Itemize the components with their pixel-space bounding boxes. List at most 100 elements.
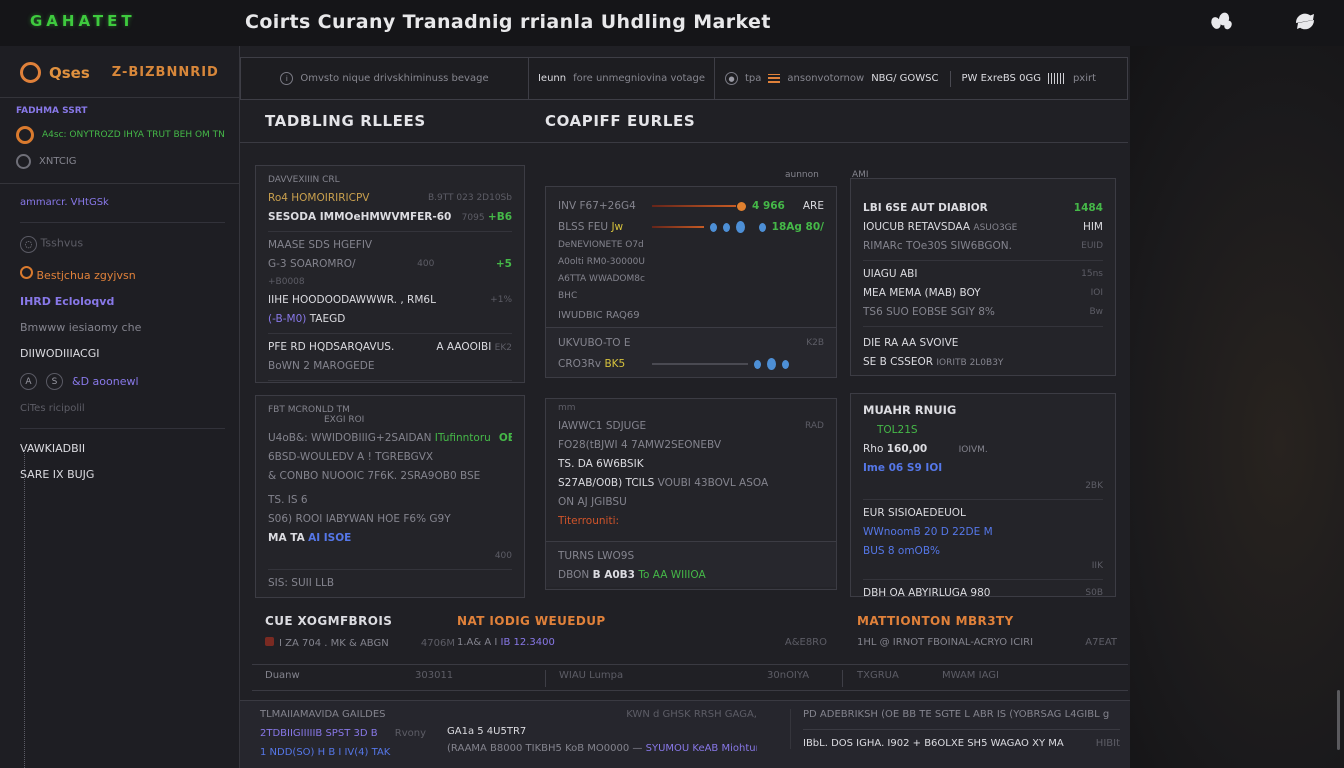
card6-link-2[interactable]: BUS 8 omOB%: [863, 545, 941, 557]
sync-icon[interactable]: [1292, 10, 1318, 32]
card6-link-1[interactable]: WWnoomB 20 D 22DE M: [863, 526, 993, 538]
card3-r2-value: HIM: [1082, 221, 1103, 233]
sidebar-nav: ammarcr. VHtGSk ◌ Tsshvus Bestjchua zgyj…: [0, 197, 239, 481]
sidebar-link-sare[interactable]: SARE IX BUJG: [20, 468, 95, 481]
slider2-dot[interactable]: [735, 221, 745, 233]
card1-r8-value: A AAOOIBI: [436, 341, 492, 353]
toolbar-pxirt-label: pxirt: [1072, 73, 1097, 84]
summary2-title: NAT IODIG WEUEDUP: [457, 614, 606, 628]
divider: [545, 670, 546, 687]
slider2-dot[interactable]: [758, 222, 766, 232]
account-secondary-text: XNTCIG: [39, 156, 77, 167]
limits-card: LBI 6SE AUT DIABIOR 1484 IOUCUB RETAVSDAA…: [850, 178, 1116, 376]
sidebar-item-ihrd[interactable]: IHRD Ecloloqvd: [20, 295, 115, 308]
globe-icon: ◌: [20, 236, 37, 253]
summary3-title: MATTIONTON MBR3TY: [857, 614, 1014, 628]
card5-r1-value: RAD: [805, 421, 824, 431]
section-title-trading: TADBLING RLLEES: [265, 112, 426, 130]
card1-r2-sub: 7095: [461, 213, 485, 223]
card4-r1-label: U4oB&: WWIDOBIIIG+2SAIDAN ITufinntoru: [268, 432, 491, 444]
footer1-link[interactable]: 2TDBIIGIIIIIB SPST 3D B: [260, 728, 378, 739]
account-primary-row[interactable]: A4sc: ONYTROZD IHYA TRUT BEH OM TNTE: [16, 126, 225, 144]
card3-r5-label: MEA MEMA (MAB) BOY: [863, 287, 981, 299]
divider: [20, 222, 225, 223]
target-icon: [20, 266, 33, 279]
sidebar-link-ammarc[interactable]: ammarcr. VHtGSk: [20, 197, 109, 208]
slider1-track[interactable]: [652, 205, 736, 207]
summary2-sub: 1.A& A I IB 12.3400: [457, 637, 555, 648]
sidebar-brand[interactable]: Qses Z-BIZBNNRID: [0, 46, 239, 93]
card3-r6-label: TS6 SUO EOBSE SGIY 8%: [863, 306, 995, 318]
slider4-track[interactable]: [652, 363, 748, 365]
card1-r8-sub: EK2: [494, 343, 512, 353]
footer3-line-1: PD ADEBRIKSH (OE BB TE SGTE L ABR IS (YO…: [803, 709, 1110, 720]
filters-toolbar: i Omvsto nique drivskhiminuss bevage Ieu…: [240, 57, 1128, 100]
flag-icon: [265, 637, 274, 646]
badge-a-icon[interactable]: A: [20, 373, 37, 390]
badge-s-icon[interactable]: S: [46, 373, 63, 390]
card3-r8-sub: IORITB 2L0B3Y: [936, 358, 1004, 368]
divider: [863, 326, 1103, 327]
pricing-card: MUAHR RNUIG TOL21S Rho 160,00 IOIVM. Ime…: [850, 393, 1116, 597]
account-secondary-row[interactable]: XNTCIG: [16, 154, 225, 169]
meta-duanw-label: Duanw: [265, 670, 300, 681]
account-panel: FADHMA SSRT A4sc: ONYTROZD IHYA TRUT BEH…: [0, 97, 239, 184]
meta-row: Duanw 303011 WIAU Lumpa 30nOIYA TXGRUA M…: [252, 666, 1128, 691]
slider2-tag: Jw: [611, 221, 624, 233]
toolbar-group-1[interactable]: i Omvsto nique drivskhiminuss bevage: [241, 58, 528, 99]
footer1-link-2[interactable]: 1 NDD(SO) H B I IV(4) TAK: [260, 747, 391, 758]
card1-r1-value: B.9TT 023 2D10Sb: [427, 193, 512, 203]
meta-wiau-label: WIAU Lumpa: [559, 670, 624, 681]
slider1-extra: ARE: [802, 200, 824, 212]
slider-row-2[interactable]: BLSS FEU Jw 18Ag 80/: [558, 221, 824, 233]
sidebar-item-bmwww[interactable]: Bmwww iesiaomy che: [20, 321, 142, 334]
scrollbar-thumb[interactable]: [1337, 690, 1340, 750]
timeline-dotted-rule: [24, 448, 25, 768]
card4-r6-link[interactable]: AI ISOE: [308, 532, 352, 544]
divider: [268, 231, 512, 232]
footer2-link[interactable]: SYUMOU KeAB Miohtun 8X5: [645, 743, 757, 754]
account-status-icon: [16, 126, 34, 144]
card4-r7: 400: [494, 551, 512, 561]
footer-col-3: PD ADEBRIKSH (OE BB TE SGTE L ABR IS (YO…: [790, 709, 1120, 749]
sidebar-item-cites[interactable]: CiTes ricipolil: [20, 403, 85, 414]
toolbar-export-label: PW ExreBS 0GG: [961, 73, 1041, 84]
card4-r4: TS. IS 6: [268, 494, 308, 506]
card2-t3: A6TTA WWADOM8c: [558, 274, 645, 284]
sidebar-item-bestjchua[interactable]: Bestjchua zgyjvsn: [20, 266, 225, 282]
photo-backdrop: [1129, 46, 1344, 768]
card3-r7-label: DIE RA AA SVOIVE: [863, 337, 959, 349]
slider2-value: 18Ag 80/: [771, 221, 824, 233]
summary-group-1: CUE XOGMFBROIS I ZA 704 . MK & ABGN 4706M: [265, 614, 455, 649]
toolbar-group-3[interactable]: ● tpa ansonvotornow NBG/ GOWSC PW ExreBS…: [714, 58, 1127, 99]
info-icon: i: [280, 72, 294, 85]
card1-r6-label: IIHE HOODOODAWWWR. , RM6L: [268, 294, 436, 306]
card3-r3-label: RIMARc TOe30S SIW6BGON.: [863, 240, 1012, 252]
card3-corner-label: AMI: [852, 170, 869, 180]
sidebar-item-diiwodiiiacgi[interactable]: DIIWODIIIACGI: [20, 347, 100, 360]
sidebar-link-vawkiadbii[interactable]: VAWKIADBII: [20, 442, 86, 455]
sidebar-item-tshvus[interactable]: ◌ Tsshvus: [20, 236, 225, 253]
slider-row-4[interactable]: CRO3Rv BK5: [558, 358, 824, 370]
top-bar-actions: [1208, 10, 1318, 32]
slider1-handle[interactable]: [736, 201, 746, 211]
card5-r5: ON AJ JGIBSU: [558, 496, 627, 508]
slider4-dot[interactable]: [754, 359, 761, 369]
toolbar-group-2[interactable]: Ieunn fore unmegniovina votage: [528, 58, 714, 99]
card6-selected-link[interactable]: Ime 06 S9 IOI: [863, 462, 943, 474]
slider2-dot[interactable]: [709, 222, 717, 232]
slider2-dot[interactable]: [722, 222, 730, 232]
slider2-track[interactable]: [652, 226, 704, 228]
notifications-icon[interactable]: [1208, 10, 1234, 32]
slider-row-1[interactable]: INV F67+26G4 4 966 ARE: [558, 200, 824, 212]
sidebar-badges-row[interactable]: A S &D aoonewl: [20, 373, 225, 390]
card1-r4-mid: 400: [417, 259, 435, 269]
summary2-link[interactable]: IB 12.3400: [500, 637, 555, 648]
card3-r1-value: 1484: [1073, 202, 1103, 214]
slider4-dot[interactable]: [767, 358, 776, 370]
app-logo: GAHATET: [30, 12, 136, 30]
slider4-dot[interactable]: [782, 359, 789, 369]
card4-r9-value: IAB: [497, 597, 512, 598]
section-header-row: TADBLING RLLEES COAPIFF EURLES: [240, 106, 1128, 143]
sliders-card: INV F67+26G4 4 966 ARE BLSS FEU Jw 18Ag …: [545, 186, 837, 378]
